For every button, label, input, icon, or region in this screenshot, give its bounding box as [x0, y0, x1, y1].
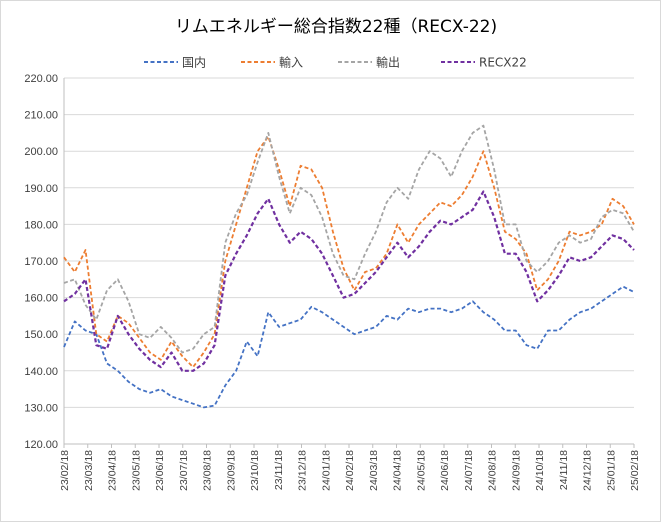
series-line-2 [63, 124, 635, 354]
y-tick-label: 170.00 [24, 256, 58, 268]
x-tick-label: 24/02/18 [344, 450, 356, 491]
y-tick-label: 180.00 [24, 219, 58, 231]
x-tick-label: 23/10/18 [249, 450, 261, 491]
x-axis: 23/02/18 23/03/18 23/04/18 23/05/18 23/06/18… [59, 444, 641, 491]
y-tick-label: 130.00 [24, 402, 58, 414]
x-tick-label: 23/08/18 [202, 450, 214, 491]
legend-label: RECX22 [479, 56, 527, 70]
x-tick-label: 23/07/18 [178, 450, 190, 491]
x-tick-label: 23/02/18 [59, 450, 71, 491]
legend: 国内 輸入 輸出 RECX22 [144, 55, 527, 70]
x-tick-label: 24/05/18 [415, 450, 427, 491]
x-tick-label: 24/10/18 [534, 450, 546, 491]
x-tick-label: 24/06/18 [439, 450, 451, 491]
x-tick-label: 24/01/18 [320, 450, 332, 491]
legend-label: 国内 [182, 56, 206, 70]
series-line-1 [63, 135, 635, 369]
x-tick-label: 25/02/18 [629, 450, 641, 491]
chart-title: リムエネルギー総合指数22種（RECX-22) [175, 17, 497, 37]
x-tick-label: 25/01/18 [605, 450, 617, 491]
x-tick-label: 23/09/18 [225, 450, 237, 491]
series-line-0 [63, 285, 635, 409]
grid-lines [64, 77, 634, 445]
x-tick-label: 24/11/18 [558, 450, 570, 490]
x-tick-label: 23/04/18 [107, 450, 119, 491]
plot-area [63, 124, 635, 409]
x-tick-label: 24/09/18 [510, 450, 522, 491]
x-tick-label: 23/03/18 [83, 450, 95, 491]
x-tick-label: 24/12/18 [582, 450, 594, 491]
x-tick-label: 23/12/18 [297, 450, 309, 491]
y-tick-label: 220.00 [24, 73, 58, 85]
y-tick-label: 200.00 [24, 146, 58, 158]
x-tick-label: 23/05/18 [130, 450, 142, 491]
y-tick-label: 160.00 [24, 293, 58, 305]
x-tick-label: 24/03/18 [368, 450, 380, 491]
x-tick-label: 24/04/18 [392, 450, 404, 491]
y-tick-label: 190.00 [24, 183, 58, 195]
y-tick-label: 120.00 [24, 439, 58, 451]
x-tick-label: 23/11/18 [273, 450, 285, 490]
x-tick-label: 24/08/18 [487, 450, 499, 491]
series-line-3 [63, 190, 635, 372]
y-tick-label: 140.00 [24, 366, 58, 378]
y-tick-label: 150.00 [24, 329, 58, 341]
x-tick-label: 23/06/18 [154, 450, 166, 491]
legend-label: 輸入 [279, 55, 303, 70]
y-tick-label: 210.00 [24, 110, 58, 122]
y-axis: 120.00 130.00 140.00 150.00 160.00 170.00 180.… [24, 73, 634, 451]
x-tick-label: 24/07/18 [463, 450, 475, 491]
legend-label: 輸出 [376, 55, 400, 70]
